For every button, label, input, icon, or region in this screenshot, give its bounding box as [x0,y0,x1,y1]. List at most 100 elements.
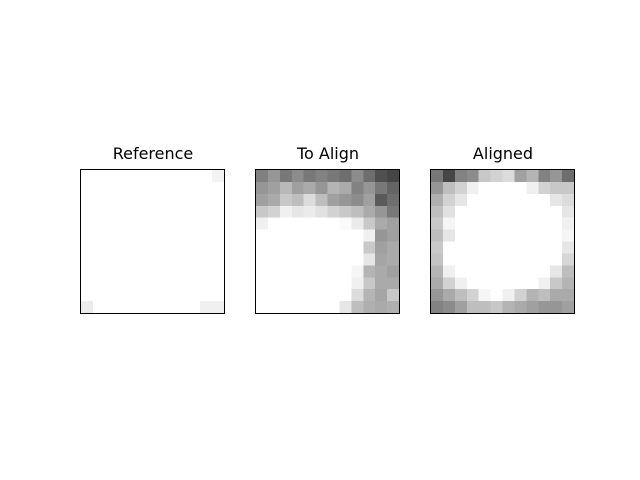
pixel-cell [256,229,269,242]
pixel-cell [140,301,153,313]
pixel-cell [387,181,399,195]
pixel-cell [279,217,292,230]
pixel-cell [116,205,129,218]
pixel-cell [81,253,94,266]
pixel-cell [327,217,340,230]
pixel-cell [212,205,224,218]
pixel-cell [152,277,165,290]
pixel-cell [176,170,189,183]
pixel-cell [303,205,316,218]
pixel-cell [188,289,201,302]
pixel-cell [200,170,213,183]
pixel-cell [339,193,352,206]
pixel-cell [442,205,456,218]
pixel-cell [550,205,563,218]
pixel-cell [92,217,106,230]
pixel-cell [327,277,340,290]
pixel-cell [550,181,563,195]
pixel-cell [339,205,352,218]
pixel-cell [315,253,328,266]
pixel-cell [550,301,563,313]
pixel-cell [267,181,281,195]
pixel-cell [92,229,106,242]
pixel-cell [164,277,177,290]
pixel-cell [363,253,376,266]
pixel-cell [291,205,304,218]
pixel-cell [140,193,153,206]
pixel-cell [92,241,106,254]
pixel-cell [538,193,551,206]
pixel-cell [291,265,304,278]
pixel-cell [478,205,491,218]
pixel-cell [128,301,141,313]
pixel-cell [92,301,106,313]
pixel-cell [339,289,352,302]
pixel-cell [454,181,467,195]
pixel-cell [303,229,316,242]
pixel-cell [526,217,539,230]
to-align-image-panel [255,169,400,314]
pixel-cell [351,170,364,183]
pixel-cell [502,217,515,230]
pixel-cell [363,277,376,290]
pixel-cell [478,170,491,183]
pixel-cell [466,277,479,290]
pixel-cell [92,265,106,278]
pixel-cell [140,277,153,290]
pixel-cell [200,241,213,254]
pixel-cell [431,265,444,278]
pixel-cell [526,193,539,206]
pixel-cell [188,170,201,183]
pixel-cell [256,217,269,230]
pixel-cell [538,217,551,230]
pixel-cell [454,229,467,242]
pixel-cell [526,289,539,302]
pixel-cell [303,289,316,302]
pixel-cell [92,289,106,302]
pixel-cell [176,181,189,195]
pixel-cell [490,181,503,195]
pixel-cell [200,181,213,195]
pixel-cell [327,181,340,195]
pixel-cell [514,193,527,206]
pixel-cell [256,170,269,183]
pixel-cell [164,170,177,183]
pixel-cell [466,301,479,313]
pixel-cell [442,289,456,302]
pixel-cell [104,181,117,195]
pixel-cell [363,241,376,254]
pixel-cell [128,253,141,266]
pixel-cell [279,289,292,302]
pixel-cell [256,301,269,313]
pixel-cell [387,205,399,218]
pixel-cell [164,217,177,230]
pixel-cell [152,205,165,218]
pixel-cell [363,265,376,278]
pixel-cell [327,301,340,313]
pixel-cell [279,229,292,242]
pixel-cell [442,265,456,278]
pixel-cell [339,181,352,195]
pixel-cell [128,277,141,290]
pixel-cell [538,277,551,290]
pixel-cell [466,289,479,302]
pixel-cell [188,193,201,206]
pixel-cell [152,265,165,278]
pixel-cell [550,217,563,230]
pixel-cell [212,301,224,313]
pixel-cell [291,241,304,254]
pixel-cell [81,217,94,230]
pixel-cell [526,229,539,242]
pixel-cell [164,181,177,195]
pixel-cell [212,241,224,254]
pixel-cell [116,181,129,195]
pixel-cell [466,193,479,206]
pixel-cell [526,241,539,254]
pixel-cell [363,301,376,313]
pixel-cell [291,301,304,313]
pixel-cell [562,181,574,195]
pixel-cell [164,253,177,266]
pixel-cell [375,265,388,278]
pixel-cell [466,241,479,254]
pixel-cell [104,241,117,254]
